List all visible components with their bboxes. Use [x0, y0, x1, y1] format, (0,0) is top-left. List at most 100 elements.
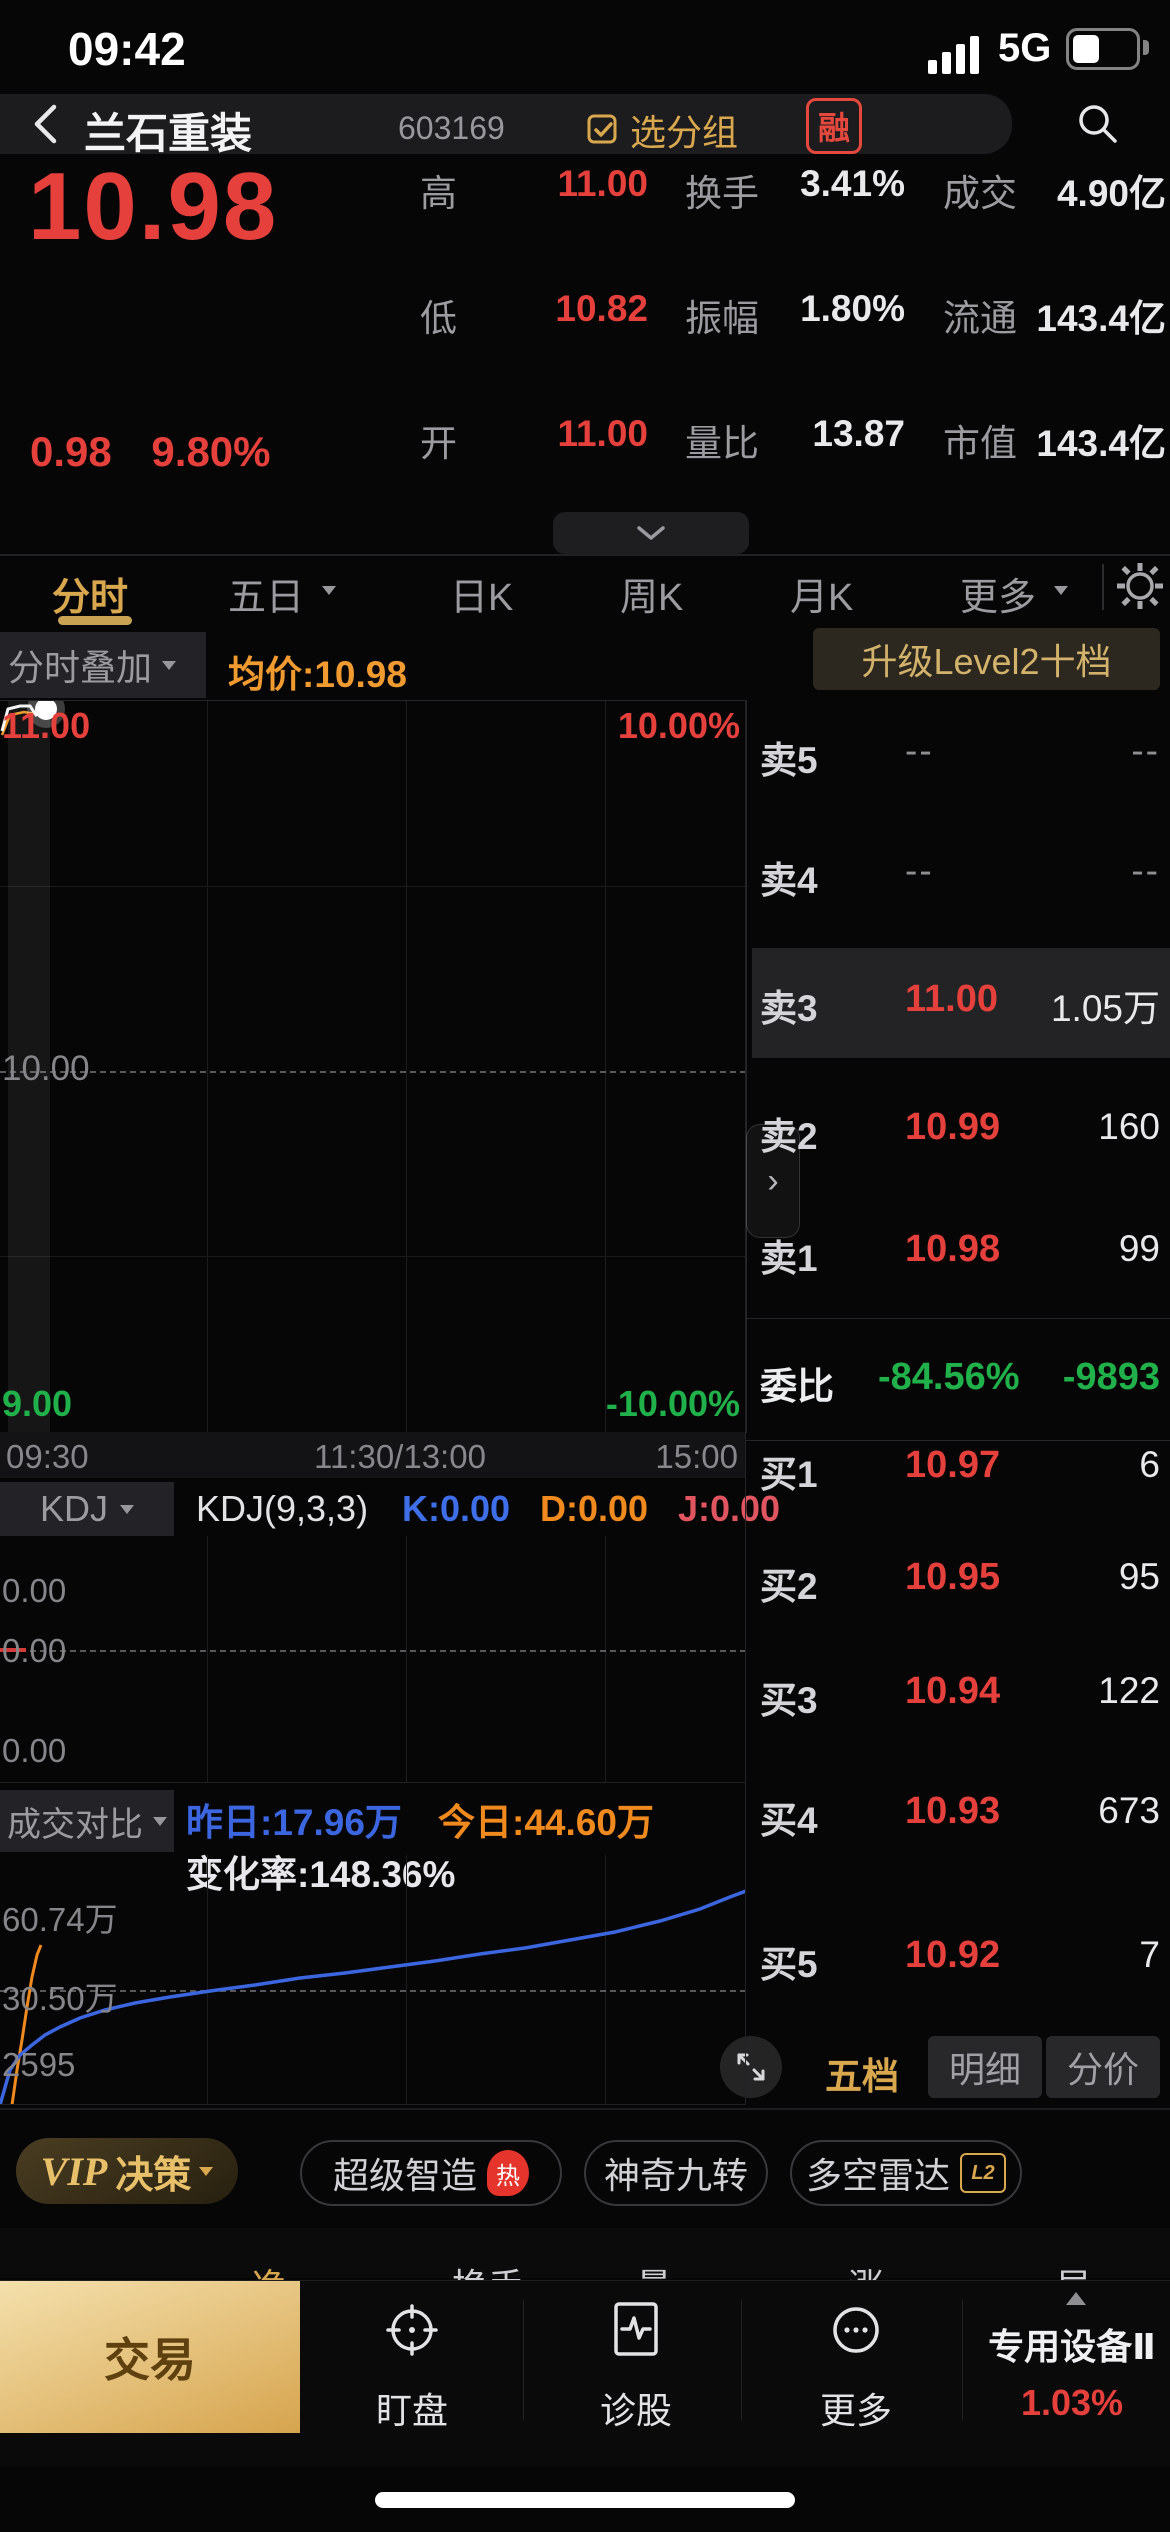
upgrade-level2-button[interactable]: 升级Level2十档	[813, 628, 1160, 690]
tab-price-dist[interactable]: 分价	[1046, 2036, 1160, 2098]
related-stock-name[interactable]: 专用设备Ⅱ	[988, 2326, 1156, 2367]
ticker-band	[0, 2228, 1170, 2278]
bid-volume: 95	[1118, 1556, 1160, 1597]
time-axis: 09:30 11:30/13:00 15:00	[0, 1432, 746, 1478]
ticker-fragment: 涨	[848, 2258, 884, 2280]
super-intelligence-button[interactable]: 超级智造 热	[300, 2140, 562, 2206]
bid-row-2[interactable]: 买2 10.95 95	[760, 1556, 1160, 1607]
checkbox-icon	[586, 113, 620, 147]
ask-row-3[interactable]: 卖3 11.00 1.05万	[760, 978, 1160, 1029]
volume-compare-selector[interactable]: 成交对比	[0, 1790, 174, 1852]
ask-price: 11.00	[905, 978, 998, 1020]
bid-row-1[interactable]: 买1 10.97 6	[760, 1444, 1160, 1495]
ask-price: 10.98	[905, 1228, 1001, 1270]
ask-price: --	[905, 850, 934, 891]
stat-value: 143.4亿	[1036, 423, 1166, 464]
diagnose-icon[interactable]	[608, 2298, 664, 2360]
nav-divider	[962, 2300, 963, 2420]
tab-minute[interactable]: 分时	[52, 577, 129, 619]
home-indicator[interactable]	[375, 2492, 795, 2508]
indicator-selector[interactable]: KDJ	[0, 1482, 174, 1536]
tab-five-level[interactable]: 五档	[825, 2056, 899, 2097]
stat-value: 143.4亿	[1036, 298, 1166, 339]
stat-value: 11.00	[557, 163, 648, 204]
stat-label: 流通	[943, 298, 1017, 339]
select-group-button[interactable]: 选分组	[586, 104, 738, 156]
kdj-k-value: K:0.00	[402, 1488, 511, 1529]
ask-volume: --	[1131, 850, 1160, 891]
vip-prefix: VIP	[40, 2148, 108, 2194]
weibi-divider-top	[746, 1318, 1170, 1319]
diagnose-label[interactable]: 诊股	[599, 2390, 672, 2431]
price-change: 0.98 9.80%	[30, 428, 271, 476]
more-label[interactable]: 更多	[819, 2390, 892, 2431]
ask-row-1[interactable]: 卖1 10.98 99	[760, 1228, 1160, 1279]
indicator-selector-label: KDJ	[39, 1488, 108, 1529]
ask-row-4[interactable]: 卖4 -- --	[760, 850, 1160, 901]
elapsed-time-band	[8, 701, 50, 1433]
fullscreen-button[interactable]	[720, 2036, 782, 2098]
minute-chart[interactable]: 11.00 10.00% 10.00 9.00 -10.00%	[0, 700, 747, 1433]
trade-button[interactable]: 交易	[0, 2281, 300, 2433]
volume-compare-pane: 60.74万 30.50万 2595	[0, 1855, 746, 2105]
gear-icon[interactable]	[1114, 560, 1166, 612]
y-axis-low: 9.00	[2, 1383, 73, 1424]
tab-5day-caret-icon	[322, 586, 336, 595]
tab-5day[interactable]: 五日	[228, 577, 305, 619]
volume-today: 今日:44.60万	[438, 1802, 654, 1843]
related-stock-pct[interactable]: 1.03%	[1020, 2382, 1124, 2423]
trade-label: 交易	[104, 2334, 196, 2386]
tab-weekly[interactable]: 周K	[620, 577, 684, 619]
bid-volume: 673	[1098, 1790, 1160, 1831]
more-icon[interactable]	[826, 2300, 886, 2360]
vol-scale-mid: 30.50万	[2, 1980, 118, 2017]
stat-label: 量比	[685, 423, 759, 464]
stat-label: 成交	[943, 173, 1017, 214]
vip-strategy-button[interactable]: VIP 决策	[16, 2138, 238, 2204]
search-icon[interactable]	[1074, 100, 1120, 146]
collapse-quote-button[interactable]	[553, 512, 749, 554]
last-price: 10.98	[28, 153, 279, 260]
ask-volume: 99	[1118, 1228, 1160, 1269]
bid-level: 买2	[760, 1566, 818, 1607]
ask-row-2[interactable]: 卖2 10.99 160	[760, 1106, 1160, 1157]
ask-price: --	[905, 730, 934, 771]
bid-row-5[interactable]: 买5 10.92 7	[760, 1934, 1160, 1985]
bid-volume: 6	[1139, 1444, 1160, 1485]
bid-row-3[interactable]: 买3 10.94 122	[760, 1670, 1160, 1721]
kdj-pane: 0.00 0.00 0.00	[0, 1536, 746, 1783]
expand-icon	[733, 2049, 769, 2085]
vip-label: 决策	[115, 2154, 192, 2197]
ask-row-5[interactable]: 卖5 -- --	[760, 730, 1160, 781]
tab-monthly[interactable]: 月K	[790, 577, 854, 619]
ask-level: 卖1	[760, 1238, 818, 1279]
bid-price: 10.93	[905, 1790, 1001, 1832]
magic-nine-button[interactable]: 神奇九转	[584, 2140, 768, 2206]
bid-row-4[interactable]: 买4 10.93 673	[760, 1790, 1160, 1841]
stat-label: 开	[420, 423, 457, 464]
vol-scale-top: 60.74万	[2, 1901, 118, 1938]
back-icon[interactable]	[30, 102, 60, 146]
watch-icon[interactable]	[382, 2300, 442, 2360]
overlay-selector[interactable]: 分时叠加	[0, 632, 206, 698]
bid-price: 10.97	[905, 1444, 1001, 1486]
bull-bear-radar-button[interactable]: 多空雷达 L2	[790, 2140, 1022, 2206]
orderbook-expand-handle[interactable]: ›	[746, 1124, 800, 1238]
tab-detail[interactable]: 明细	[928, 2036, 1042, 2098]
vip-caret-icon	[199, 2166, 214, 2176]
stat-value: 4.90亿	[1056, 173, 1166, 214]
tab-daily[interactable]: 日K	[450, 577, 514, 619]
margin-trading-badge[interactable]: 融	[806, 98, 862, 154]
stat-label: 换手	[685, 173, 759, 214]
price-line-chart	[0, 701, 65, 736]
ask-level: 卖4	[760, 860, 818, 901]
x-tick-noon: 11:30/13:00	[314, 1438, 486, 1475]
avg-price-label: 均价:10.98	[228, 654, 407, 695]
stock-code: 603169	[398, 110, 505, 146]
stat-value: 3.41%	[800, 163, 905, 204]
tab-more[interactable]: 更多	[960, 577, 1037, 619]
watch-label[interactable]: 盯盘	[375, 2390, 448, 2431]
weibi-label: 委比	[760, 1366, 834, 1407]
kdj-scale-top: 0.00	[2, 1572, 67, 1609]
volume-compare-label: 成交对比	[7, 1805, 143, 1844]
